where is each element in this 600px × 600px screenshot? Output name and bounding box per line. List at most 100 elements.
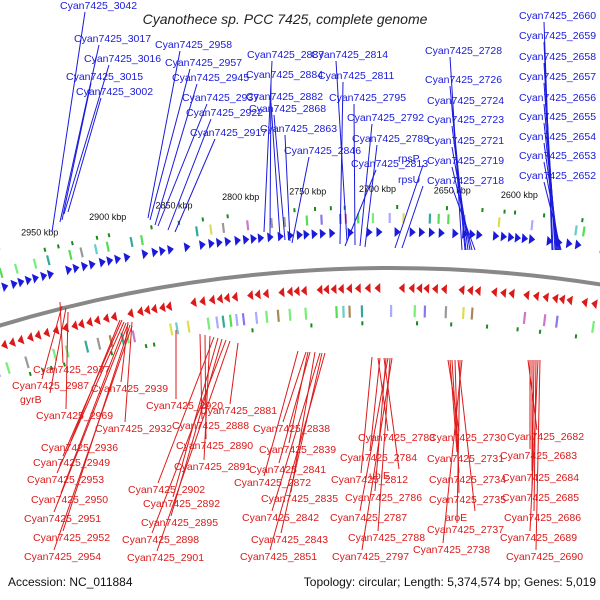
reverse-gene-arrow xyxy=(34,329,42,340)
forward-gene-arrow xyxy=(492,230,500,241)
forward-leader-line xyxy=(174,138,216,233)
kbp-tick-label: 2700 kbp xyxy=(359,184,396,194)
reverse-gene-arrow xyxy=(416,283,423,294)
forward-gene-arrow xyxy=(216,237,223,248)
forward-leader-line xyxy=(157,103,208,227)
reverse-leader-line xyxy=(449,359,458,453)
forward-leader-line xyxy=(451,166,473,251)
forward-gene-label: Cyan7425_2655 xyxy=(519,111,596,123)
reverse-gene-arrow xyxy=(293,286,300,297)
forward-leader-line xyxy=(451,186,476,251)
reverse-gene-arrow xyxy=(127,308,134,318)
forward-gene-arrow xyxy=(287,230,294,241)
forward-gene-label: Cyan7425_2945 xyxy=(172,72,249,84)
forward-gene-arrow xyxy=(329,228,336,239)
forward-leader-line xyxy=(291,156,310,244)
orf-tick xyxy=(150,225,153,230)
feature-block xyxy=(32,258,38,269)
forward-gene-arrow xyxy=(72,263,80,274)
reverse-gene-arrow xyxy=(330,284,337,295)
reverse-gene-arrow xyxy=(17,334,25,345)
forward-gene-label: Cyan7425_2882 xyxy=(246,91,323,103)
reverse-gene-label: Cyan7425_2949 xyxy=(33,457,110,469)
forward-gene-arrow xyxy=(199,240,206,251)
reverse-gene-arrow xyxy=(566,295,573,306)
reverse-leader-line xyxy=(457,359,476,512)
reverse-leader-line xyxy=(288,351,309,444)
orf-tick xyxy=(201,217,205,222)
reverse-gene-label: Cyan7425_2787 xyxy=(330,512,407,524)
forward-gene-label: Cyan7425_2653 xyxy=(519,150,596,162)
reverse-leader-line xyxy=(65,311,69,410)
reverse-gene-arrow xyxy=(247,290,254,300)
forward-gene-label: Cyan7425_2658 xyxy=(519,51,596,63)
reverse-gene-arrow xyxy=(491,287,498,298)
reverse-gene-label: gyrB xyxy=(20,394,42,406)
reverse-gene-label: Cyan7425_2977 xyxy=(33,364,110,376)
forward-gene-label: Cyan7425_2728 xyxy=(425,45,502,57)
forward-gene-arrow xyxy=(24,275,32,286)
reverse-gene-arrow xyxy=(581,297,588,308)
reverse-gene-arrow xyxy=(1,339,9,350)
reverse-gene-label: Cyan7425_2891 xyxy=(174,461,251,473)
forward-gene-arrow xyxy=(366,227,373,238)
kbp-tick-label: 2650 kbp xyxy=(434,185,471,195)
forward-gene-arrow xyxy=(98,257,106,268)
feature-block xyxy=(79,247,84,258)
reverse-gene-label: Cyan7425_2689 xyxy=(500,532,577,544)
reverse-gene-label: Cyan7425_2786 xyxy=(345,492,422,504)
feature-block xyxy=(5,361,11,375)
feature-block xyxy=(320,214,323,225)
reverse-gene-arrow xyxy=(86,316,93,327)
forward-gene-arrow xyxy=(46,269,54,280)
reverse-gene-label: Cyan7425_2901 xyxy=(127,552,204,564)
feature-block xyxy=(84,340,90,353)
reverse-leader-line xyxy=(172,337,219,498)
reverse-gene-arrow xyxy=(508,288,515,299)
forward-gene-label: Cyan7425_2868 xyxy=(249,103,326,115)
reverse-gene-label: Cyan7425_2888 xyxy=(172,420,249,432)
kbp-tick-label: 3000 kbp xyxy=(0,244,1,254)
feature-block xyxy=(93,244,99,255)
forward-gene-arrow xyxy=(123,252,131,263)
reverse-gene-label: Cyan7425_2788 xyxy=(348,532,425,544)
reverse-gene-label: Cyan7425_2952 xyxy=(33,532,110,544)
reverse-gene-arrow xyxy=(533,291,540,302)
forward-gene-label: Cyan7425_2922 xyxy=(186,107,263,119)
forward-leader-line xyxy=(401,185,424,249)
orf-tick xyxy=(28,371,32,377)
feature-block xyxy=(305,215,309,226)
reverse-gene-label: Cyan7425_2969 xyxy=(36,410,113,422)
feature-block xyxy=(265,310,269,323)
reverse-gene-arrow xyxy=(165,301,173,311)
reverse-gene-label: aroE xyxy=(445,512,467,524)
reverse-gene-arrow xyxy=(398,283,405,294)
forward-gene-label: Cyan7425_2937 xyxy=(182,92,259,104)
reverse-gene-arrow xyxy=(441,284,447,295)
reverse-gene-arrow xyxy=(43,327,51,338)
forward-gene-arrow xyxy=(376,227,383,238)
reverse-leader-line xyxy=(56,321,125,474)
reverse-gene-arrow xyxy=(474,286,481,297)
forward-gene-label: Cyan7425_3042 xyxy=(60,0,137,12)
reverse-leader-line xyxy=(533,359,537,512)
reverse-gene-arrow xyxy=(316,284,323,295)
orf-tick xyxy=(152,342,156,347)
forward-leader-line xyxy=(63,64,110,215)
reverse-gene-arrow xyxy=(254,289,261,300)
forward-gene-label: Cyan7425_2917 xyxy=(190,127,267,139)
reverse-gene-arrow xyxy=(52,325,60,335)
forward-gene-arrow xyxy=(277,231,284,242)
reverse-gene-label: Cyan7425_2783 xyxy=(358,432,435,444)
reverse-gene-label: Cyan7425_2987 xyxy=(12,380,89,392)
forward-gene-label: rpsP xyxy=(398,153,420,165)
forward-gene-arrow xyxy=(234,235,241,246)
forward-gene-arrow xyxy=(167,245,174,255)
kbp-tick-label: 2600 kbp xyxy=(501,190,538,200)
reverse-gene-arrow xyxy=(552,293,559,304)
forward-gene-arrow xyxy=(469,229,476,240)
reverse-gene-arrow xyxy=(190,297,197,308)
reverse-gene-arrow xyxy=(110,311,118,322)
forward-gene-arrow xyxy=(418,227,426,238)
reverse-leader-line xyxy=(269,352,326,551)
